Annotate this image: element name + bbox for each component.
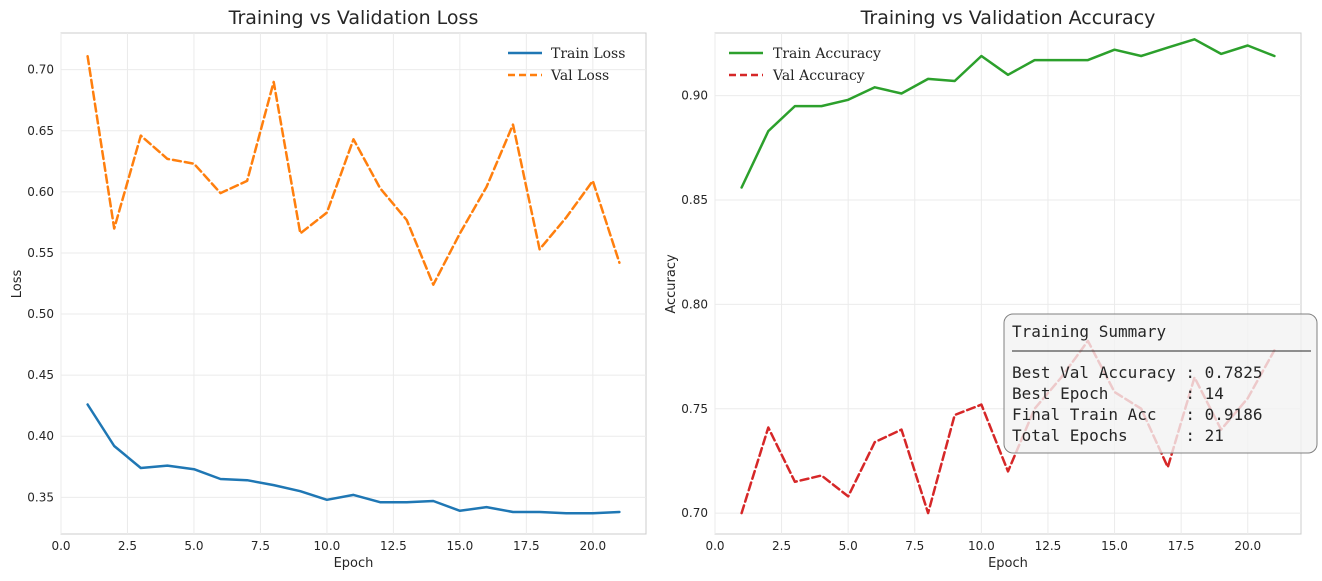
series-line-train-accuracy [740,38,1276,189]
summary-line: Final Train Acc : 0.9186 [1012,405,1262,424]
loss-x-tick-label: 2.5 [118,539,137,553]
accuracy-x-tick-label: 7.5 [905,539,924,553]
accuracy-grid [714,33,1301,534]
loss-chart: 0.0 2.5 5.0 7.5 10.0 12.5 15.0 17.5 20.0 0.35 0.4… [10,7,647,571]
loss-x-tick-label: 7.5 [251,539,270,553]
accuracy-y-ticks: 0.70 0.75 0.80 0.85 0.90 [681,89,708,521]
loss-x-ticks: 0.0 2.5 5.0 7.5 10.0 12.5 15.0 17.5 20.0 [51,539,606,553]
legend-label-train-loss: Train Loss [551,46,625,62]
loss-y-tick-label: 0.55 [27,246,54,260]
accuracy-y-tick-label: 0.75 [681,402,708,416]
summary-line: Best Epoch : 14 [1012,384,1224,403]
loss-y-tick-label: 0.35 [27,490,54,504]
loss-legend: Train Loss Val Loss [508,46,625,84]
legend-label-val-accuracy: Val Accuracy [772,68,865,84]
accuracy-x-axis-label: Epoch [988,556,1028,571]
accuracy-x-tick-label: 17.5 [1168,539,1195,553]
loss-x-tick-label: 5.0 [184,539,203,553]
loss-y-tick-label: 0.60 [27,185,54,199]
loss-y-tick-label: 0.45 [27,368,54,382]
accuracy-x-tick-label: 20.0 [1234,539,1261,553]
loss-y-tick-label: 0.65 [27,124,54,138]
accuracy-x-tick-label: 15.0 [1101,539,1128,553]
summary-box-background [1003,313,1318,454]
loss-x-tick-label: 10.0 [314,539,341,553]
loss-x-tick-label: 0.0 [51,539,70,553]
loss-plot-area [60,32,647,535]
loss-x-tick-label: 20.0 [579,539,606,553]
accuracy-x-tick-label: 2.5 [772,539,791,553]
summary-title: Training Summary [1012,322,1166,341]
loss-grid [60,33,646,534]
loss-x-tick-label: 12.5 [380,539,407,553]
accuracy-y-tick-label: 0.85 [681,193,708,207]
accuracy-chart: 0.0 2.5 5.0 7.5 10.0 12.5 15.0 17.5 20.0 0.700.7… [664,7,1318,571]
accuracy-y-axis-label: Accuracy [664,254,679,314]
accuracy-y-tick-label: 0.70 [681,506,708,520]
accuracy-x-ticks: 0.0 2.5 5.0 7.5 10.0 12.5 15.0 17.5 20.0 [705,539,1261,553]
accuracy-x-tick-label: 5.0 [839,539,858,553]
loss-chart-title: Training vs Validation Loss [228,7,479,29]
accuracy-plot-area [714,32,1302,535]
loss-y-tick-label: 0.40 [27,429,54,443]
accuracy-x-tick-label: 10.0 [968,539,995,553]
accuracy-chart-title: Training vs Validation Accuracy [860,7,1156,29]
accuracy-x-tick-label: 12.5 [1035,539,1062,553]
series-line-train-loss [86,403,621,515]
loss-y-axis-label: Loss [10,270,25,299]
accuracy-legend: Train Accuracy Val Accuracy [729,46,881,84]
loss-y-tick-label: 0.50 [27,307,54,321]
training-summary-box: Training Summary Best Val Accuracy : 0.7… [1003,313,1318,454]
loss-x-axis-label: Epoch [334,556,374,571]
accuracy-x-tick-label: 0.0 [705,539,724,553]
loss-x-tick-label: 15.0 [447,539,474,553]
loss-y-ticks: 0.35 0.40 0.45 0.50 0.55 0.60 0.65 0.70 [27,63,54,505]
legend-label-train-accuracy: Train Accuracy [773,46,881,62]
summary-line: Total Epochs : 21 [1012,426,1224,445]
series-line-val-loss [86,54,621,286]
legend-label-val-loss: Val Loss [550,68,609,84]
loss-series [86,54,621,515]
accuracy-y-tick-label: 0.90 [681,89,708,103]
loss-y-tick-label: 0.70 [27,63,54,77]
summary-line: Best Val Accuracy : 0.7825 [1012,363,1262,382]
loss-x-tick-label: 17.5 [513,539,540,553]
accuracy-y-tick-label: 0.80 [681,297,708,311]
